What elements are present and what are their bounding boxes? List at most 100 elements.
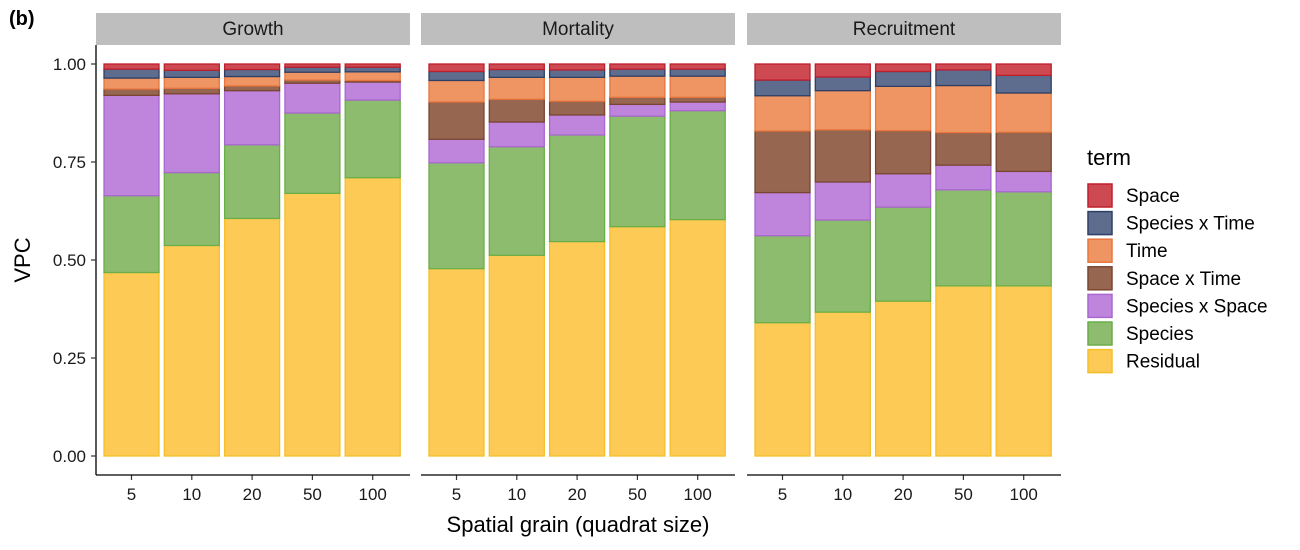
facet-strip-label: Recruitment xyxy=(853,19,956,40)
bar-segment-species-x-space xyxy=(284,82,341,114)
y-tick-label: 1.00 xyxy=(53,55,86,74)
bar-segment-space-x-time xyxy=(669,96,726,103)
legend-key xyxy=(1087,266,1113,291)
bar-segment-time xyxy=(284,71,341,81)
bar-segment-residual xyxy=(814,311,871,457)
legend-key xyxy=(1087,348,1113,374)
bar-segment-species xyxy=(995,191,1052,287)
bar-segment-time xyxy=(428,79,485,103)
bar-segment-residual xyxy=(935,285,992,457)
y-tick-label: 0.25 xyxy=(53,349,86,368)
bar-segment-space-x-time xyxy=(428,101,485,140)
legend-label: Space xyxy=(1126,186,1180,207)
bar-segment-time xyxy=(344,71,401,82)
bar-segment-residual xyxy=(428,267,485,457)
bar-segment-residual xyxy=(874,300,932,457)
bar-segment-species-x-space xyxy=(814,181,871,221)
legend-key xyxy=(1087,238,1113,263)
bar-segment-species xyxy=(103,195,160,274)
facet-panel-recruitment: Recruitment 5 10 20 50 100 xyxy=(747,13,1061,504)
y-tick-label: 0.75 xyxy=(53,153,86,172)
bar-segment-space xyxy=(103,63,160,70)
x-tick-label: 100 xyxy=(1010,485,1038,504)
bar-segment-space xyxy=(428,63,485,73)
legend-label: Species x Space xyxy=(1126,296,1268,317)
bar-segment-species-x-space xyxy=(548,114,606,136)
bar-segment-species-x-space xyxy=(669,101,726,112)
legend-key xyxy=(1087,293,1113,319)
figure-tag: (b) xyxy=(9,8,35,30)
bar-segment-species-x-time xyxy=(754,79,811,97)
bar-segment-residual xyxy=(609,226,666,457)
bar-segment-species-x-time xyxy=(344,66,401,73)
bar-segment-species-x-space xyxy=(428,138,485,164)
bar-segment-species-x-time xyxy=(163,69,220,78)
bar-segment-space xyxy=(223,63,281,71)
x-axis-title: Spatial grain (quadrat size) xyxy=(447,512,710,537)
bar-segment-space xyxy=(874,63,932,73)
facet-strip-label: Growth xyxy=(222,19,283,40)
bar-segment-space-x-time xyxy=(754,130,811,194)
bar-segment-space-x-time xyxy=(103,88,160,97)
bar-segment-time xyxy=(548,76,606,102)
bar-segment-space-x-time xyxy=(163,87,220,95)
bar-segment-species xyxy=(814,219,871,313)
bar-segment-species xyxy=(754,235,811,324)
bar-segment-species-x-space xyxy=(163,93,220,174)
bar-segment-space xyxy=(163,63,220,71)
facet-strip-label: Mortality xyxy=(542,19,614,40)
x-tick-label: 50 xyxy=(628,485,647,504)
bar-segment-species xyxy=(428,162,485,270)
bar-segment-residual xyxy=(488,254,545,457)
bar-segment-space xyxy=(284,63,341,68)
bar-segment-species xyxy=(344,99,401,179)
x-tick-label: 5 xyxy=(127,485,136,504)
bar-segment-space-x-time xyxy=(995,131,1052,173)
x-tick-label: 100 xyxy=(684,485,712,504)
bar-segment-space xyxy=(609,63,666,70)
bar-segment-species xyxy=(548,134,606,243)
bar-segment-species xyxy=(935,189,992,287)
bar-segment-space-x-time xyxy=(814,129,871,183)
bar-segment-space-x-time xyxy=(548,100,606,116)
bar-segment-space-x-time xyxy=(223,85,281,92)
bar-segment-species xyxy=(669,109,726,221)
bar-segment-residual xyxy=(284,192,341,457)
bar-segment-time xyxy=(223,75,281,87)
bar-segment-species-x-time xyxy=(995,74,1052,94)
bar-segment-species-x-space xyxy=(874,173,932,208)
bar-segment-species-x-time xyxy=(428,70,485,82)
bar-segment-residual xyxy=(548,240,606,457)
bar-segment-species xyxy=(223,144,281,220)
bar-segment-species-x-time xyxy=(488,68,545,78)
x-tick-label: 50 xyxy=(303,485,322,504)
y-axis-title: VPC xyxy=(10,237,35,282)
bar-segment-species-x-space xyxy=(935,164,992,191)
bar-segment-residual xyxy=(754,322,811,457)
bar-segment-species-x-space xyxy=(609,103,666,117)
bar-segment-residual xyxy=(163,244,220,457)
x-tick-label: 20 xyxy=(894,485,913,504)
facet-panel-growth: Growth 5 10 20 50 100 xyxy=(96,13,410,504)
bar-segment-species-x-space xyxy=(103,94,160,197)
legend-key xyxy=(1087,210,1113,236)
legend: term Space Species x Time Time Space x Time… xyxy=(1087,145,1268,374)
bar-segment-space xyxy=(935,63,992,71)
bar-segment-species-x-space xyxy=(223,90,281,146)
bar-segment-time xyxy=(609,75,666,98)
bar-segment-space-x-time xyxy=(488,98,545,123)
bar-segment-time xyxy=(995,92,1052,133)
bar-segment-species-x-space xyxy=(995,170,1052,193)
facet-strip xyxy=(96,13,410,45)
bar-segment-species-x-time xyxy=(103,68,160,79)
x-tick-label: 50 xyxy=(954,485,973,504)
legend-key xyxy=(1087,183,1113,208)
x-tick-label: 100 xyxy=(359,485,387,504)
bar-segment-space xyxy=(754,63,811,81)
x-tick-label: 20 xyxy=(568,485,587,504)
bar-segment-species-x-time xyxy=(223,68,281,78)
bar-segment-time xyxy=(814,90,871,131)
bar-segment-space xyxy=(814,63,871,78)
